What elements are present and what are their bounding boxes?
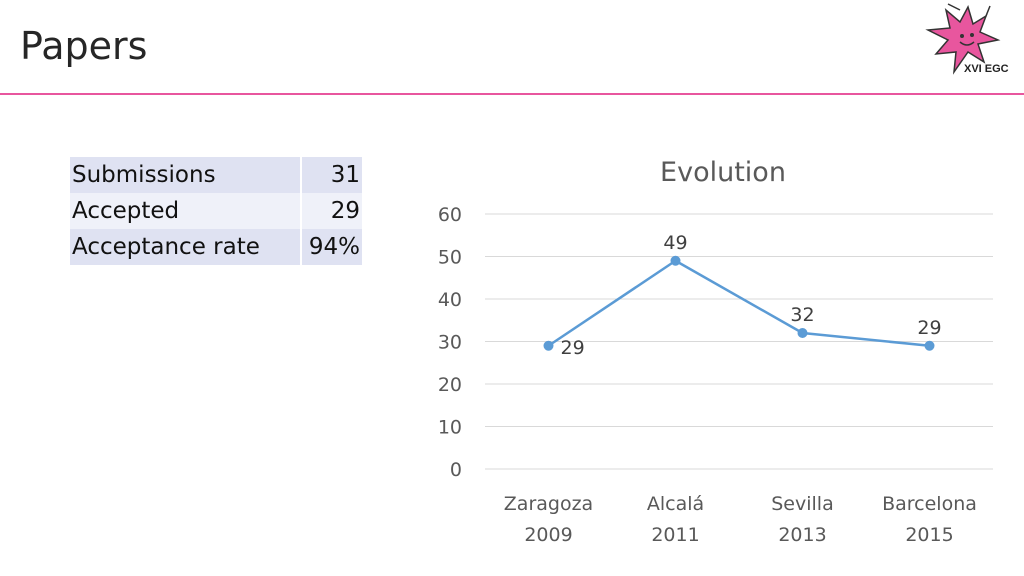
x-tick-label: 2011 — [651, 524, 699, 546]
y-tick-label: 20 — [438, 374, 462, 396]
data-point — [670, 255, 681, 266]
x-tick-label: Barcelona — [882, 493, 977, 515]
acceptance-rate-label: Acceptance rate — [70, 229, 302, 265]
accepted-label: Accepted — [70, 193, 302, 229]
logo-star-shape — [925, 3, 1001, 75]
title-divider — [0, 93, 1024, 95]
data-label: 29 — [917, 317, 941, 339]
submissions-value: 31 — [301, 157, 362, 193]
y-tick-label: 50 — [438, 247, 462, 269]
page-title: Papers — [20, 24, 148, 68]
acceptance-rate-value: 94% — [301, 229, 362, 265]
chart-title: Evolution — [660, 157, 786, 188]
accepted-value: 29 — [301, 193, 362, 229]
y-tick-label: 60 — [438, 204, 462, 226]
x-tick-label: Sevilla — [771, 493, 833, 515]
y-tick-label: 40 — [438, 289, 462, 311]
data-point — [797, 328, 808, 338]
y-tick-label: 30 — [438, 332, 462, 354]
y-tick-label: 0 — [450, 459, 462, 481]
x-tick-label: 2009 — [524, 524, 572, 546]
stats-table: Submissions 31 Accepted 29 Acceptance ra… — [70, 157, 362, 265]
submissions-label: Submissions — [70, 157, 302, 193]
x-tick-label: 2013 — [778, 524, 826, 546]
table-row: Accepted 29 — [70, 193, 362, 229]
y-tick-label: 10 — [438, 417, 462, 439]
data-label: 32 — [790, 304, 814, 326]
x-tick-label: Zaragoza — [504, 493, 593, 515]
data-label: 49 — [663, 232, 687, 254]
evolution-chart: Evolution 0 10 20 30 40 50 60 Zaragoza 2009 Alcalá… — [438, 157, 993, 546]
table-row: Submissions 31 — [70, 157, 362, 193]
x-tick-label: Alcalá — [647, 493, 704, 515]
x-tick-label: 2015 — [905, 524, 953, 546]
table-row: Acceptance rate 94% — [70, 229, 362, 265]
data-point — [543, 340, 554, 351]
egc-logo — [925, 3, 1001, 75]
data-point — [924, 340, 935, 351]
logo-text: XVI EGC — [964, 63, 1009, 75]
data-label: 29 — [561, 337, 585, 359]
series-line — [547, 259, 930, 347]
